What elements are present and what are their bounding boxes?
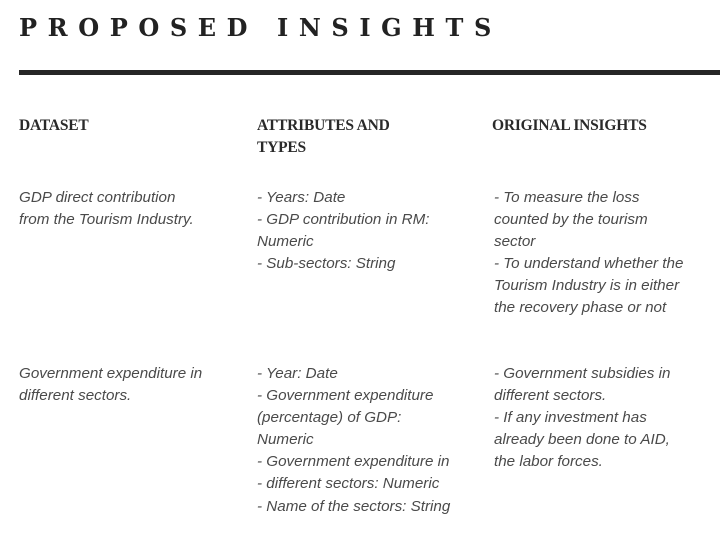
row-2-attributes: - Year: Date - Government expenditure (p… <box>257 365 451 515</box>
header-dataset: DATASET <box>19 117 89 134</box>
row-2-dataset: Government expenditure in different sect… <box>19 365 203 405</box>
title-divider <box>19 70 720 75</box>
header-original-insights: ORIGINAL INSIGHTS <box>492 117 647 134</box>
page-title: PROPOSED INSIGHTS <box>19 13 502 42</box>
row-1-dataset: GDP direct contribution from the Tourism… <box>19 189 194 229</box>
row-1-insights: - To measure the loss counted by the tou… <box>494 189 684 317</box>
row-1-attributes: - Years: Date - GDP contribution in RM: … <box>257 189 430 273</box>
row-2-insights: - Government subsidies in different sect… <box>494 365 671 471</box>
header-attributes: ATTRIBUTES AND TYPES <box>257 117 390 156</box>
